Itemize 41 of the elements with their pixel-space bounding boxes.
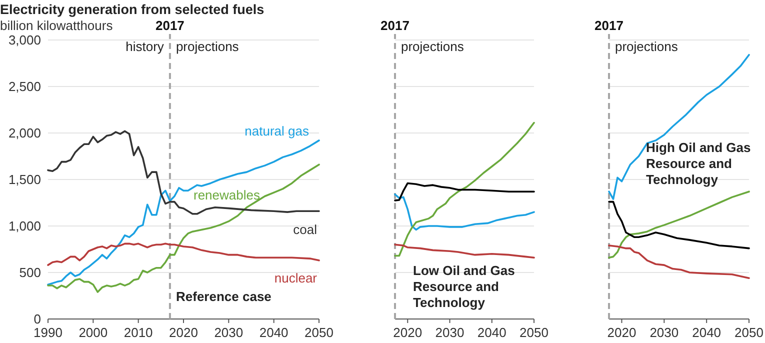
x-tick-label: 2050 — [734, 325, 764, 340]
x-tick-label: 2040 — [477, 325, 506, 340]
ref-line-label: 2017 — [155, 18, 184, 33]
ref-line-label: 2017 — [594, 18, 624, 33]
y-axis-title: billion kilowatthours — [0, 18, 114, 33]
x-tick-label: 2030 — [214, 325, 244, 340]
line-series — [47, 140, 320, 286]
y-tick-label: 1,500 — [8, 172, 41, 188]
x-tick-label: 2010 — [124, 325, 153, 340]
x-tick-label: 2040 — [692, 325, 722, 340]
line-series — [47, 164, 320, 293]
series-label: coal — [293, 222, 318, 238]
annotation: history — [126, 39, 164, 54]
x-tick-label: 2030 — [650, 325, 679, 340]
x-tick-label: 2040 — [259, 325, 288, 340]
x-tick-label: 2050 — [520, 325, 548, 340]
annotation: Reference case — [176, 289, 272, 304]
x-tick-label: 2020 — [393, 325, 422, 340]
chart-title: Electricity generation from selected fuels — [0, 2, 264, 17]
ref-line-label: 2017 — [380, 18, 410, 33]
y-tick-label: 0 — [34, 312, 41, 327]
y-tick-label: 500 — [19, 265, 41, 280]
x-tick-label: 2050 — [304, 325, 334, 340]
annotation: projections — [615, 39, 678, 54]
series-label: renewables — [194, 188, 260, 203]
y-tick-label: 2,000 — [8, 126, 41, 141]
x-tick-label: 2020 — [607, 325, 636, 340]
annotation: High Oil and Gas Resource and Technology — [646, 140, 751, 187]
y-tick-label: 3,000 — [8, 32, 41, 48]
x-tick-label: 2000 — [78, 325, 108, 340]
series-label: natural gas — [244, 123, 310, 138]
x-tick-label: 2020 — [169, 325, 198, 340]
annotation: Low Oil and Gas Resource and Technology — [413, 263, 515, 310]
x-tick-label: 2030 — [435, 325, 464, 340]
annotation: projections — [176, 39, 240, 54]
y-tick-label: 1,000 — [8, 218, 41, 234]
line-series — [47, 242, 320, 266]
series-label: nuclear — [274, 270, 318, 286]
x-tick-label: 1990 — [34, 325, 62, 340]
y-tick-label: 2,500 — [8, 79, 41, 94]
annotation: projections — [401, 39, 464, 54]
